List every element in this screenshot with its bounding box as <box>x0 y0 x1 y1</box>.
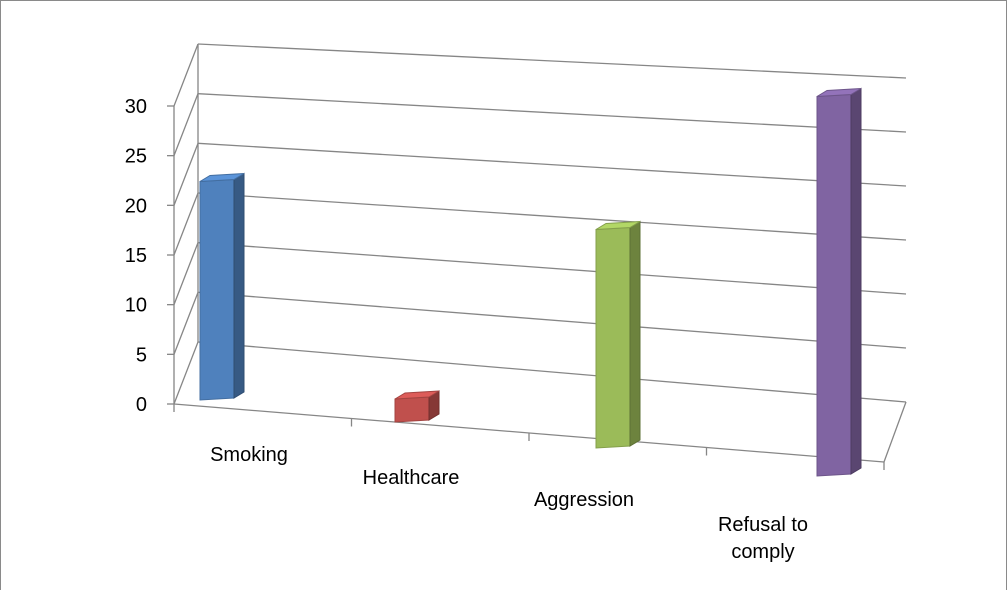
bar-smoking <box>199 172 245 401</box>
category-label: Healthcare <box>363 467 460 489</box>
bar-top-face <box>394 390 440 400</box>
side-gridline-0 <box>173 341 199 405</box>
y-tick-label: 10 <box>125 295 147 317</box>
category-label-line: Refusal to <box>718 514 808 536</box>
y-tick-label: 25 <box>125 146 147 168</box>
bar-top-face <box>816 88 862 97</box>
side-gridline-20 <box>173 143 199 206</box>
bar-healthcare <box>394 390 440 423</box>
category-label: Smoking <box>210 444 288 466</box>
side-gridline-15 <box>173 192 199 256</box>
bar-front-face <box>394 396 430 423</box>
side-gridline-25 <box>173 93 199 156</box>
bar-top-face <box>595 221 641 230</box>
y-tick-label: 5 <box>136 344 147 366</box>
bar-side-face <box>629 220 641 447</box>
y-tick-label: 0 <box>136 394 147 416</box>
bar-front-face <box>199 178 235 401</box>
bar-front-face <box>595 226 631 449</box>
gridline-30 <box>197 43 907 79</box>
gridline-20 <box>197 142 907 187</box>
category-labels: Smoking Healthcare Aggression Refusal to com… <box>210 444 808 563</box>
gridline-15 <box>197 192 907 241</box>
bar-top-face <box>199 173 245 182</box>
y-tick-label: 15 <box>125 245 147 267</box>
side-gridline-5 <box>173 292 199 355</box>
bar-side-face <box>233 172 245 399</box>
y-tick-label: 30 <box>125 96 147 118</box>
gridline-0 <box>197 341 907 403</box>
bar-front-face <box>816 93 852 477</box>
bar-side-face <box>850 87 862 475</box>
category-label: Aggression <box>534 489 634 511</box>
gridline-10 <box>197 242 907 295</box>
axes <box>167 44 907 470</box>
category-label-line: Aggression <box>534 489 634 511</box>
category-label-line: Smoking <box>210 444 288 466</box>
gridline-25 <box>197 93 907 133</box>
gridlines <box>173 43 907 405</box>
bar-aggression <box>595 220 641 449</box>
bars <box>199 87 862 477</box>
floor-right-edge <box>883 401 907 463</box>
side-gridline-30 <box>173 43 199 107</box>
category-label-line: comply <box>731 541 794 563</box>
category-label: Refusal to comply <box>718 514 808 563</box>
gridline-5 <box>197 291 907 349</box>
bar-refusal-to-comply <box>816 87 862 477</box>
side-gridline-10 <box>173 242 199 305</box>
y-axis-tick-labels: 0 5 10 15 20 25 30 <box>125 96 147 416</box>
category-label-line: Healthcare <box>363 467 460 489</box>
y-tick-label: 20 <box>125 195 147 217</box>
